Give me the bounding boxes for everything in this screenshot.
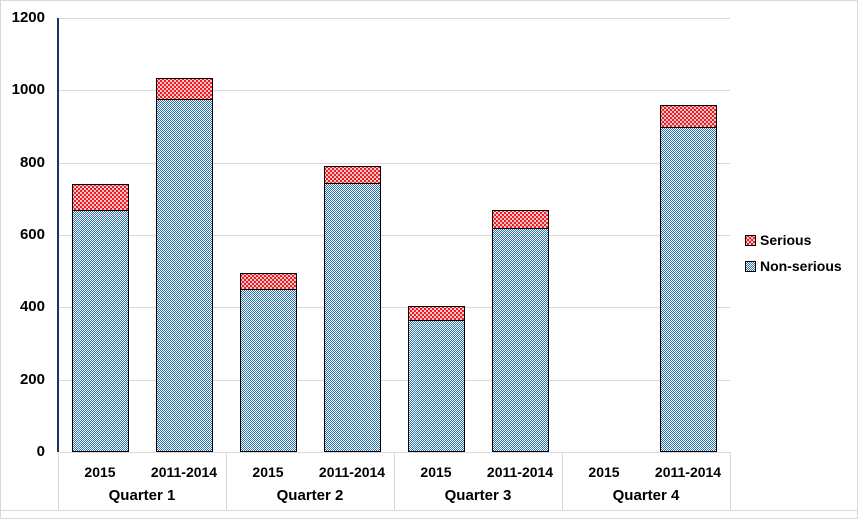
legend-label-serious: Serious (760, 232, 812, 248)
x-tick-label: 2015 (420, 464, 452, 480)
x-tick-label: 2015 (588, 464, 620, 480)
category-divider (226, 452, 227, 510)
bar-segment-quarter-2-2015-serious (239, 272, 297, 291)
bar-segment-quarter-1-2011-2014-non-serious (155, 99, 213, 452)
gridline-400 (58, 307, 730, 309)
legend-item-non-serious: Non-serious (745, 258, 842, 274)
bar-segment-quarter-2-2011-2014-non-serious (323, 182, 381, 452)
quarter-label-3: Quarter 3 (444, 487, 512, 504)
bar-segment-quarter-2-2015-non-serious (239, 289, 297, 452)
gridline-200 (58, 379, 730, 381)
bar-segment-quarter-3-2011-2014-non-serious (491, 227, 549, 452)
serious-swatch-icon (745, 234, 756, 246)
x-tick-label: 2015 (84, 464, 116, 480)
quarter-label-4: Quarter 4 (612, 487, 680, 504)
y-tick-label-0: 0 (36, 443, 45, 460)
bar-segment-quarter-4-2011-2014-non-serious (659, 126, 717, 452)
bar-segment-quarter-1-2015-serious (71, 184, 129, 211)
category-divider (562, 452, 563, 510)
bar-segment-quarter-3-2011-2014-serious (491, 209, 549, 229)
y-tick-label-200: 200 (19, 370, 45, 388)
y-tick-label-800: 800 (19, 153, 45, 171)
y-tick-label-1000: 1000 (11, 81, 45, 99)
gridline-800 (58, 162, 730, 164)
x-tick-label: 2015 (252, 464, 284, 480)
x-tick-label: 2011-2014 (150, 464, 218, 480)
quarter-label-2: Quarter 2 (276, 487, 344, 504)
y-axis-line (57, 18, 59, 452)
y-tick-label-1200: 1200 (11, 9, 45, 26)
x-tick-label: 2011-2014 (486, 464, 554, 480)
x-tick-label: 2011-2014 (318, 464, 386, 480)
category-divider (394, 452, 395, 510)
legend-label-non-serious: Non-serious (760, 258, 842, 274)
plot-area (58, 18, 730, 452)
gridline-600 (58, 235, 730, 236)
category-divider (58, 452, 59, 510)
gridline-1200 (58, 18, 730, 19)
legend: Serious Non-serious (745, 232, 842, 274)
bar-segment-quarter-2-2011-2014-serious (323, 166, 381, 184)
legend-item-serious: Serious (745, 232, 842, 248)
bar-segment-quarter-1-2015-non-serious (71, 209, 129, 452)
bar-segment-quarter-4-2011-2014-serious (659, 104, 717, 128)
bar-segment-quarter-1-2011-2014-serious (155, 77, 213, 101)
bar-segment-quarter-3-2015-serious (407, 305, 465, 321)
non-serious-swatch-icon (745, 260, 756, 272)
axis-label-area-border (1, 510, 857, 511)
gridline-1000 (58, 90, 730, 92)
y-tick-label-600: 600 (19, 226, 45, 243)
quarter-label-1: Quarter 1 (108, 487, 176, 504)
bar-segment-quarter-3-2015-non-serious (407, 320, 465, 452)
category-divider (730, 452, 731, 510)
x-tick-label: 2011-2014 (654, 464, 722, 480)
y-tick-label-400: 400 (19, 298, 45, 316)
